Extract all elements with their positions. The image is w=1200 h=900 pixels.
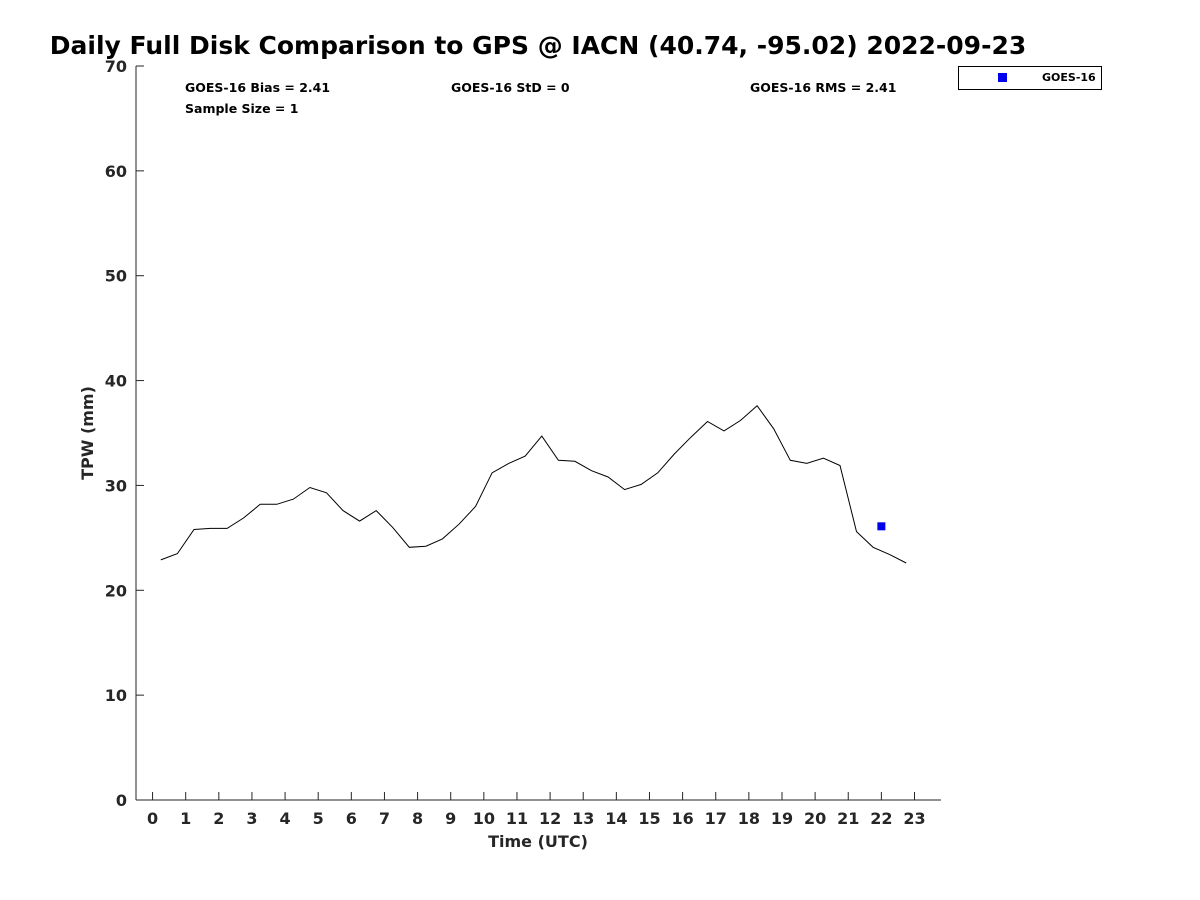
x-tick-label: 16 <box>671 809 693 828</box>
y-tick-label: 30 <box>105 476 127 495</box>
y-tick-label: 20 <box>105 581 127 600</box>
axes <box>135 66 941 801</box>
x-tick-label: 17 <box>705 809 727 828</box>
x-tick-label: 21 <box>837 809 859 828</box>
x-tick-label: 13 <box>572 809 594 828</box>
y-axis-label: TPW (mm) <box>78 386 97 480</box>
plot-series <box>160 404 907 564</box>
x-tick-label: 22 <box>870 809 892 828</box>
y-tick-label: 40 <box>105 372 127 391</box>
sample-size-annotation: Sample Size = 1 <box>185 101 298 116</box>
bias-annotation: GOES-16 Bias = 2.41 <box>185 80 330 95</box>
y-tick-label: 60 <box>105 162 127 181</box>
y-tick-label: 10 <box>105 686 127 705</box>
x-tick-label: 10 <box>473 809 495 828</box>
x-tick-label: 14 <box>605 809 627 828</box>
goes16-data-point <box>877 522 886 531</box>
x-tick-label: 19 <box>771 809 793 828</box>
y-tick-label: 50 <box>105 267 127 286</box>
x-axis-label: Time (UTC) <box>488 832 588 851</box>
y-tick-label: 70 <box>105 57 127 76</box>
legend-box <box>958 66 1102 90</box>
x-tick-label: 23 <box>903 809 925 828</box>
x-axis-ticks: 0 1 2 3 4 5 6 7 8 9 10 11 12 13 14 15 16 17 18 19 20 21 22 23 <box>147 792 926 828</box>
y-axis-ticks: 0 10 20 30 40 50 60 70 <box>105 57 144 810</box>
x-tick-label: 20 <box>804 809 826 828</box>
legend: GOES-16 <box>958 66 1102 90</box>
x-tick-label: 0 <box>147 809 158 828</box>
x-tick-label: 3 <box>246 809 257 828</box>
std-annotation: GOES-16 StD = 0 <box>451 80 570 95</box>
x-tick-label: 11 <box>506 809 528 828</box>
rms-annotation: GOES-16 RMS = 2.41 <box>750 80 896 95</box>
legend-marker-goes16 <box>998 73 1007 82</box>
x-tick-label: 4 <box>280 809 291 828</box>
legend-label-goes16: GOES-16 <box>1042 71 1096 84</box>
y-tick-label: 0 <box>116 791 127 810</box>
x-tick-label: 8 <box>412 809 423 828</box>
x-tick-label: 12 <box>539 809 561 828</box>
x-tick-label: 5 <box>313 809 324 828</box>
x-tick-label: 1 <box>180 809 191 828</box>
gps-tpw-line <box>160 404 907 564</box>
stats-annotations: GOES-16 Bias = 2.41 GOES-16 StD = 0 GOES… <box>185 80 896 116</box>
x-tick-label: 9 <box>445 809 456 828</box>
x-tick-label: 7 <box>379 809 390 828</box>
x-tick-label: 15 <box>638 809 660 828</box>
chart-title: Daily Full Disk Comparison to GPS @ IACN… <box>50 31 1026 60</box>
x-tick-label: 18 <box>738 809 760 828</box>
x-tick-label: 6 <box>346 809 357 828</box>
x-tick-label: 2 <box>213 809 224 828</box>
